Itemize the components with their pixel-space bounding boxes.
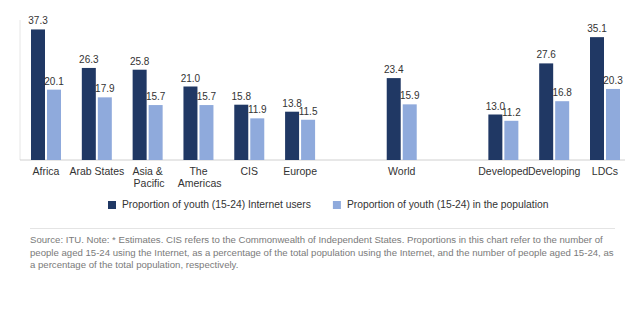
category-label: Asia & Pacific — [131, 165, 165, 189]
category-label: Developing — [528, 165, 581, 177]
category-label: Africa — [33, 165, 60, 177]
separator — [30, 228, 615, 229]
data-label: 23.4 — [384, 64, 404, 75]
data-label: 15.7 — [146, 91, 166, 102]
data-label: 20.1 — [44, 76, 64, 87]
data-label: 25.8 — [130, 56, 150, 67]
bar — [285, 112, 299, 160]
data-label: 11.2 — [502, 107, 521, 118]
data-labels: 37.326.325.821.015.813.823.413.027.635.1… — [28, 15, 623, 117]
bar — [133, 70, 147, 160]
data-label: 20.3 — [603, 75, 623, 86]
data-label: 15.9 — [400, 90, 420, 101]
data-label: 27.6 — [536, 49, 556, 60]
bar — [199, 105, 213, 160]
annotation: Source: ITU. Note: * Estimates. CIS refe… — [30, 234, 615, 272]
bar — [403, 104, 417, 160]
bar — [250, 118, 264, 160]
data-label: 37.3 — [28, 15, 48, 26]
chart: 37.326.325.821.015.813.823.413.027.635.1… — [0, 0, 636, 230]
category-label: World — [388, 165, 415, 177]
category-label: Europe — [283, 165, 317, 177]
data-label: 11.9 — [248, 104, 267, 115]
legend-label: Proportion of youth (15-24) Internet use… — [122, 199, 311, 210]
data-label: 15.7 — [197, 91, 217, 102]
data-label: 17.9 — [95, 83, 115, 94]
bar — [555, 101, 569, 160]
data-label: 11.5 — [299, 106, 318, 117]
legend-label: Proportion of youth (15-24) in the popul… — [347, 199, 549, 210]
data-label: 16.8 — [552, 87, 572, 98]
bar — [504, 121, 518, 160]
legend-swatch — [108, 201, 116, 209]
data-label: 15.8 — [232, 91, 252, 102]
value-axis-line — [20, 20, 21, 160]
bar — [98, 97, 112, 160]
source-note: Source: ITU. Note: * Estimates. CIS refe… — [30, 234, 615, 272]
bar — [387, 78, 401, 160]
bar — [31, 29, 45, 160]
legend-swatch — [333, 201, 341, 209]
bar — [82, 68, 96, 160]
data-label: 21.0 — [181, 73, 201, 84]
bar — [606, 89, 620, 160]
bars — [31, 29, 620, 160]
bar — [488, 115, 502, 161]
data-label: 35.1 — [587, 23, 607, 34]
category-label: Developed — [478, 165, 528, 177]
data-label: 26.3 — [79, 54, 99, 65]
bar — [183, 87, 197, 161]
category-label: LDCs — [592, 165, 618, 177]
bar — [234, 105, 248, 160]
legend: Proportion of youth (15-24) Internet use… — [108, 199, 549, 210]
bar — [539, 63, 553, 160]
bar — [590, 37, 604, 160]
bar — [301, 120, 315, 160]
category-label: CIS — [241, 165, 259, 177]
bar — [47, 90, 61, 160]
bar — [149, 105, 163, 160]
category-label: Arab States — [69, 165, 124, 177]
category-label: The Americas — [175, 165, 221, 189]
